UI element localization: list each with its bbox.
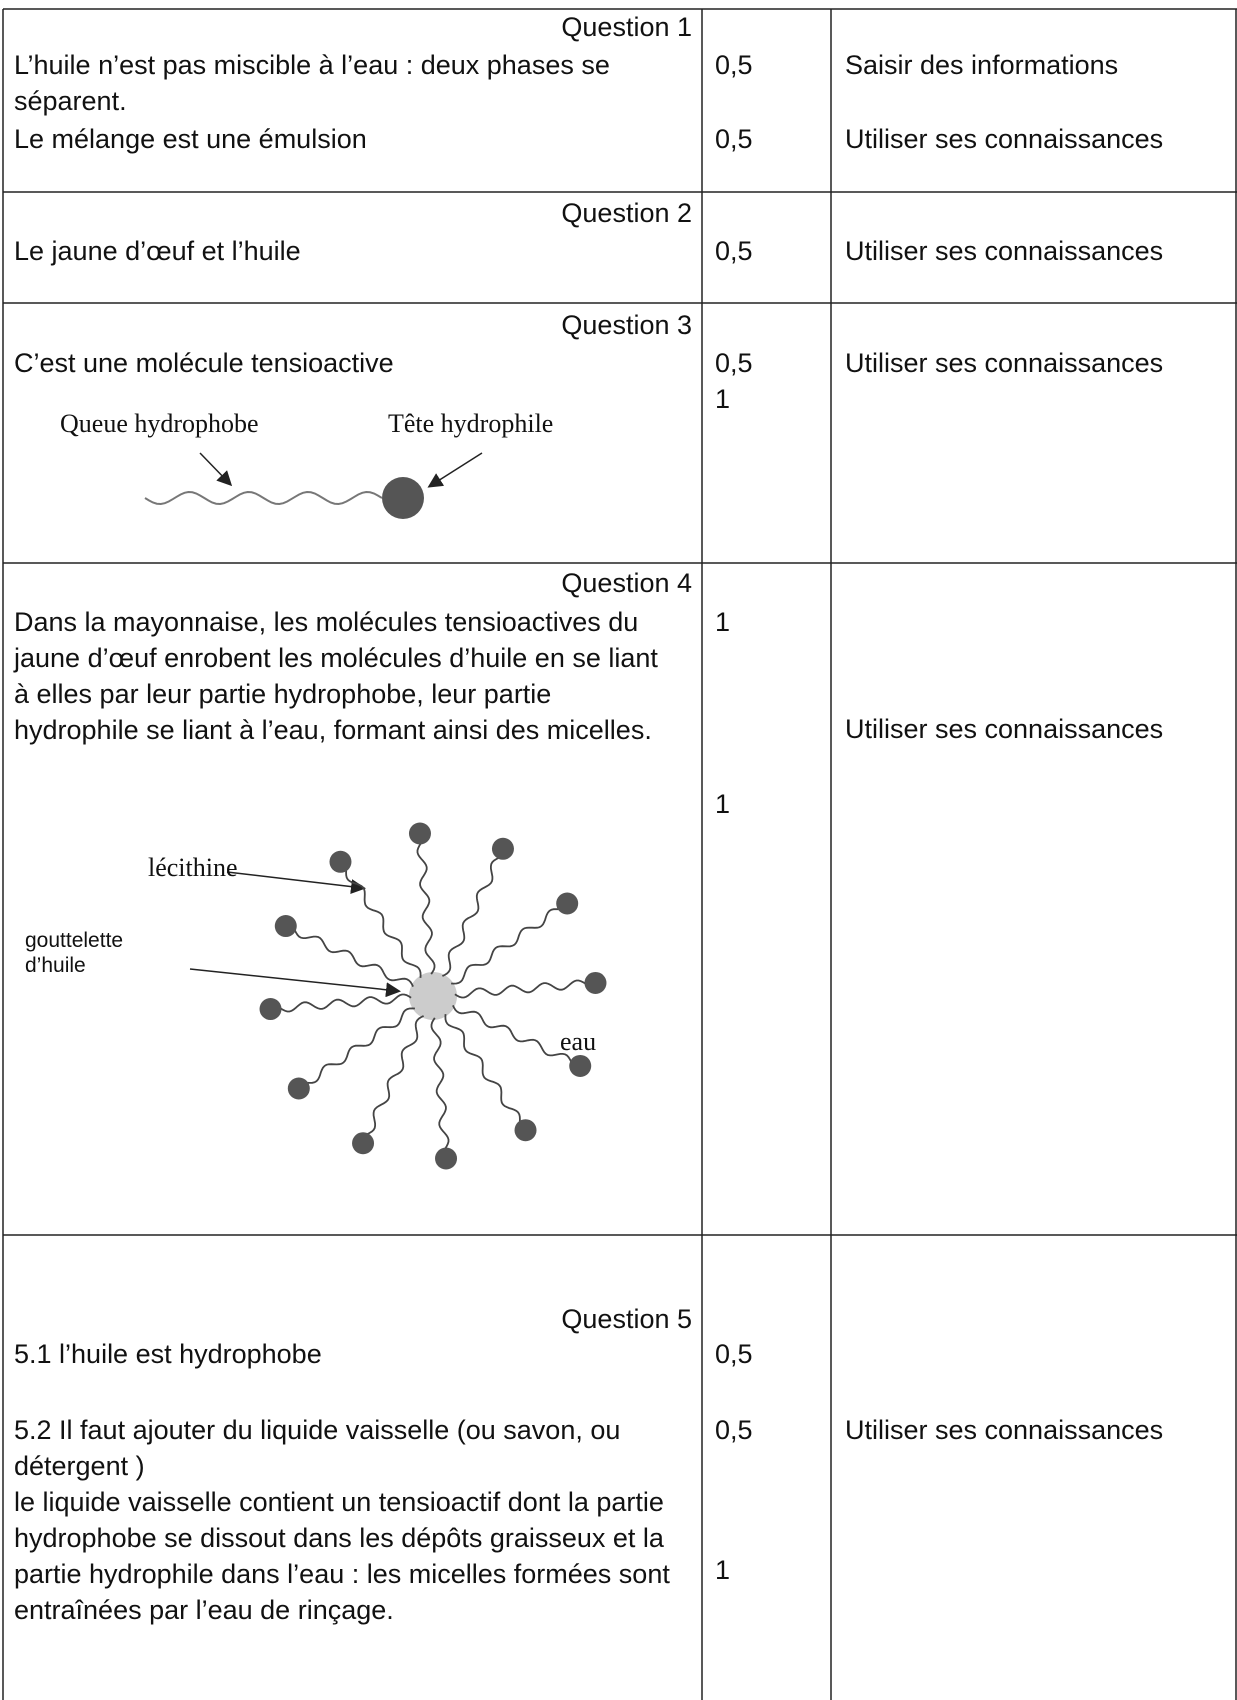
question-label: Question 2 — [561, 198, 692, 228]
lecithin-head — [329, 850, 352, 873]
answer: 5.2 Il faut ajouter du liquide vaisselle… — [14, 1415, 621, 1481]
lecithin-head — [514, 1119, 537, 1142]
points: 0,5 — [715, 124, 753, 154]
points: 1 — [715, 607, 731, 637]
answer: le liquide vaisselle contient un tensioa… — [14, 1487, 670, 1625]
lecithin-tail — [452, 1004, 572, 1063]
points: 0,5 — [715, 50, 753, 80]
lecithin-head — [556, 892, 579, 915]
lecithin-tail — [441, 857, 500, 977]
lecithin-head — [408, 822, 431, 845]
answer: Le mélange est une émulsion — [14, 124, 367, 154]
lecithin-tail — [430, 1017, 450, 1149]
question-label: Question 4 — [561, 568, 692, 598]
skill: Utiliser ses connaissances — [845, 714, 1164, 744]
question-label: Question 1 — [561, 12, 692, 42]
answer: Dans la mayonnaise, les molécules tensio… — [14, 607, 658, 745]
figure-label: gouttelette d’huile — [25, 929, 124, 977]
skill: Utiliser ses connaissances — [845, 236, 1164, 266]
lecithin-head — [584, 971, 607, 994]
lecithin-tail — [454, 979, 586, 999]
figure-label: eau — [560, 1027, 597, 1056]
micelle-figure — [189, 822, 607, 1170]
molecule-figure — [144, 452, 483, 519]
lecithin-head — [287, 1077, 310, 1100]
arrow — [427, 452, 483, 488]
lecithin-tail — [416, 843, 436, 975]
droplet — [409, 972, 457, 1020]
lecithin-head — [259, 998, 282, 1021]
lecithin-tail — [451, 908, 560, 985]
figure-label: Tête hydrophile — [388, 409, 554, 438]
skill: Utiliser ses connaissances — [845, 1415, 1164, 1445]
skill: Utiliser ses connaissances — [845, 124, 1164, 154]
question-label: Question 5 — [561, 1304, 692, 1334]
lecithin-head — [569, 1054, 592, 1077]
lecithin-tail — [444, 1014, 521, 1123]
answer: C’est une molécule tensioactive — [14, 348, 394, 378]
points: 0,5 — [715, 236, 753, 266]
points: 0,5 — [715, 348, 753, 378]
answer: Le jaune d’œuf et l’huile — [14, 236, 301, 266]
arrow — [199, 452, 233, 487]
skill: Utiliser ses connaissances — [845, 348, 1164, 378]
figure-label: Queue hydrophobe — [60, 409, 259, 438]
lecithin-tail — [280, 993, 412, 1013]
question-label: Question 3 — [561, 310, 692, 340]
lecithin-head — [491, 837, 514, 860]
points: 1 — [715, 789, 731, 819]
head — [382, 477, 424, 519]
skill: Saisir des informations — [845, 50, 1119, 80]
points: 1 — [715, 1555, 731, 1585]
points: 0,5 — [715, 1415, 753, 1445]
arrow — [189, 968, 401, 998]
tail — [144, 490, 383, 506]
points: 1 — [715, 384, 731, 414]
lecithin-head — [352, 1132, 375, 1155]
points: 0,5 — [715, 1339, 753, 1369]
answer: L’huile n’est pas miscible à l’eau : deu… — [14, 50, 610, 116]
arrow — [226, 871, 366, 895]
figure-label: lécithine — [148, 853, 238, 882]
lecithin-head — [435, 1147, 458, 1170]
table-borders — [2, 8, 1237, 1700]
lecithin-tail — [306, 1007, 415, 1084]
lecithin-tail — [366, 1015, 425, 1135]
lecithin-tail — [294, 929, 414, 988]
answer: 5.1 l’huile est hydrophobe — [14, 1339, 322, 1369]
lecithin-tail — [345, 869, 422, 978]
lecithin-head — [274, 915, 297, 938]
